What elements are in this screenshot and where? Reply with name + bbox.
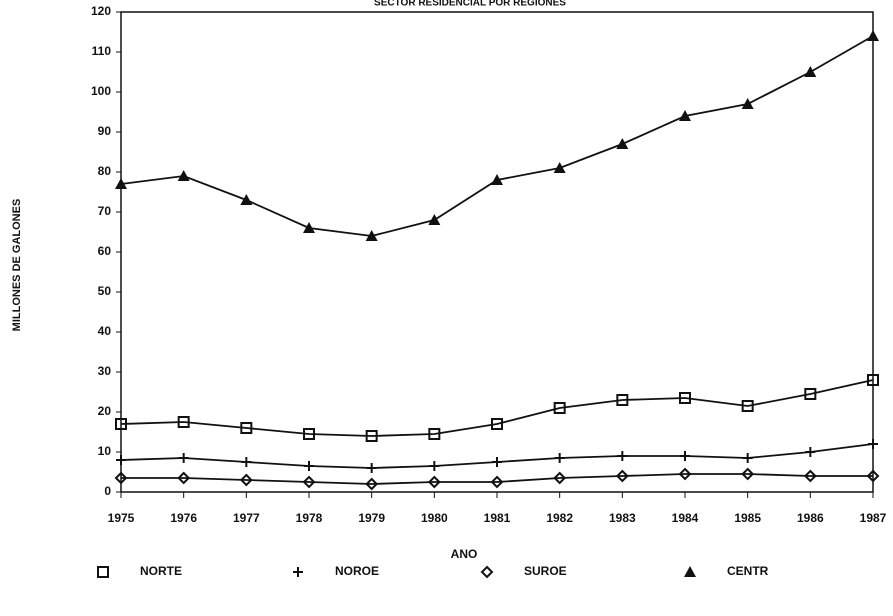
- point: [115, 418, 127, 430]
- x-tick-label: 1983: [609, 511, 636, 525]
- point: [867, 30, 879, 41]
- y-tick-label: 100: [91, 84, 111, 98]
- x-tick-label: 1977: [233, 511, 260, 525]
- legend-marker: [480, 565, 494, 579]
- point: [178, 453, 189, 463]
- y-tick-label: 0: [104, 484, 111, 498]
- legend-label: SUROE: [524, 564, 567, 578]
- x-tick-label: 1978: [296, 511, 323, 525]
- point: [491, 174, 503, 185]
- point: [680, 451, 690, 461]
- series-line: [120, 379, 874, 437]
- y-tick-label: 70: [98, 204, 112, 218]
- point: [177, 170, 190, 181]
- x-axis-label: ANO: [451, 547, 478, 561]
- y-tick-label: 90: [98, 124, 112, 138]
- point: [679, 392, 691, 404]
- point: [366, 463, 377, 473]
- point: [115, 178, 127, 189]
- x-tick-label: 1986: [797, 511, 824, 525]
- point: [804, 388, 817, 400]
- legend-label: NORTE: [140, 564, 182, 578]
- series-line: [120, 35, 874, 237]
- y-tick-label: 20: [98, 404, 112, 418]
- y-tick-label: 10: [98, 444, 112, 458]
- point: [240, 194, 253, 205]
- point: [741, 467, 755, 481]
- legend-marker: [684, 566, 696, 577]
- point: [303, 428, 315, 440]
- x-tick-label: 1980: [421, 511, 448, 525]
- point: [491, 418, 503, 430]
- point: [741, 400, 754, 412]
- point: [492, 457, 502, 467]
- point: [116, 455, 126, 465]
- y-tick-label: 50: [98, 284, 112, 298]
- y-tick-label: 60: [98, 244, 112, 258]
- point: [302, 475, 316, 489]
- point: [177, 471, 191, 485]
- x-tick-label: 1976: [170, 511, 197, 525]
- legend-marker: [293, 567, 303, 577]
- x-tick-label: 1987: [860, 511, 887, 525]
- point: [553, 402, 566, 414]
- point: [742, 453, 753, 463]
- point: [616, 138, 629, 149]
- x-tick-label: 1981: [484, 511, 511, 525]
- point: [428, 214, 441, 225]
- point: [427, 475, 441, 489]
- point: [365, 230, 378, 241]
- point: [616, 394, 629, 406]
- point: [177, 416, 190, 428]
- point: [741, 98, 754, 109]
- x-tick-label: 1985: [734, 511, 761, 525]
- point: [803, 469, 817, 483]
- point: [866, 469, 880, 483]
- point: [239, 473, 253, 487]
- x-tick-label: 1982: [546, 511, 573, 525]
- chart-title: SECTOR RESIDENCIAL POR REGIONES: [374, 0, 566, 9]
- point: [365, 430, 378, 442]
- point: [304, 461, 314, 471]
- point: [365, 477, 379, 491]
- point: [553, 162, 566, 173]
- point: [490, 475, 504, 489]
- y-tick-label: 110: [92, 44, 112, 58]
- point: [617, 451, 628, 461]
- point: [553, 471, 567, 485]
- point: [678, 467, 692, 481]
- legend-label: NOROE: [335, 564, 379, 578]
- y-tick-label: 30: [98, 364, 112, 378]
- point: [241, 457, 252, 467]
- y-tick-label: 40: [98, 324, 112, 338]
- legend-label: CENTR: [727, 564, 769, 578]
- point: [114, 471, 128, 485]
- point: [428, 428, 441, 440]
- point: [805, 447, 816, 457]
- x-tick-label: 1984: [672, 511, 699, 525]
- y-tick-label: 80: [98, 164, 112, 178]
- y-tick-label: 120: [91, 4, 111, 18]
- y-axis-label: MILLONES DE GALONES: [11, 199, 23, 332]
- point: [679, 110, 691, 121]
- legend-marker: [97, 566, 109, 578]
- point: [615, 469, 629, 483]
- point: [240, 422, 253, 434]
- point: [867, 374, 879, 386]
- x-tick-label: 1975: [108, 511, 135, 525]
- series-line: [121, 473, 873, 485]
- point: [868, 439, 878, 449]
- x-tick-label: 1979: [358, 511, 385, 525]
- point: [303, 222, 315, 233]
- point: [429, 461, 440, 471]
- point: [804, 66, 817, 77]
- point: [554, 453, 565, 463]
